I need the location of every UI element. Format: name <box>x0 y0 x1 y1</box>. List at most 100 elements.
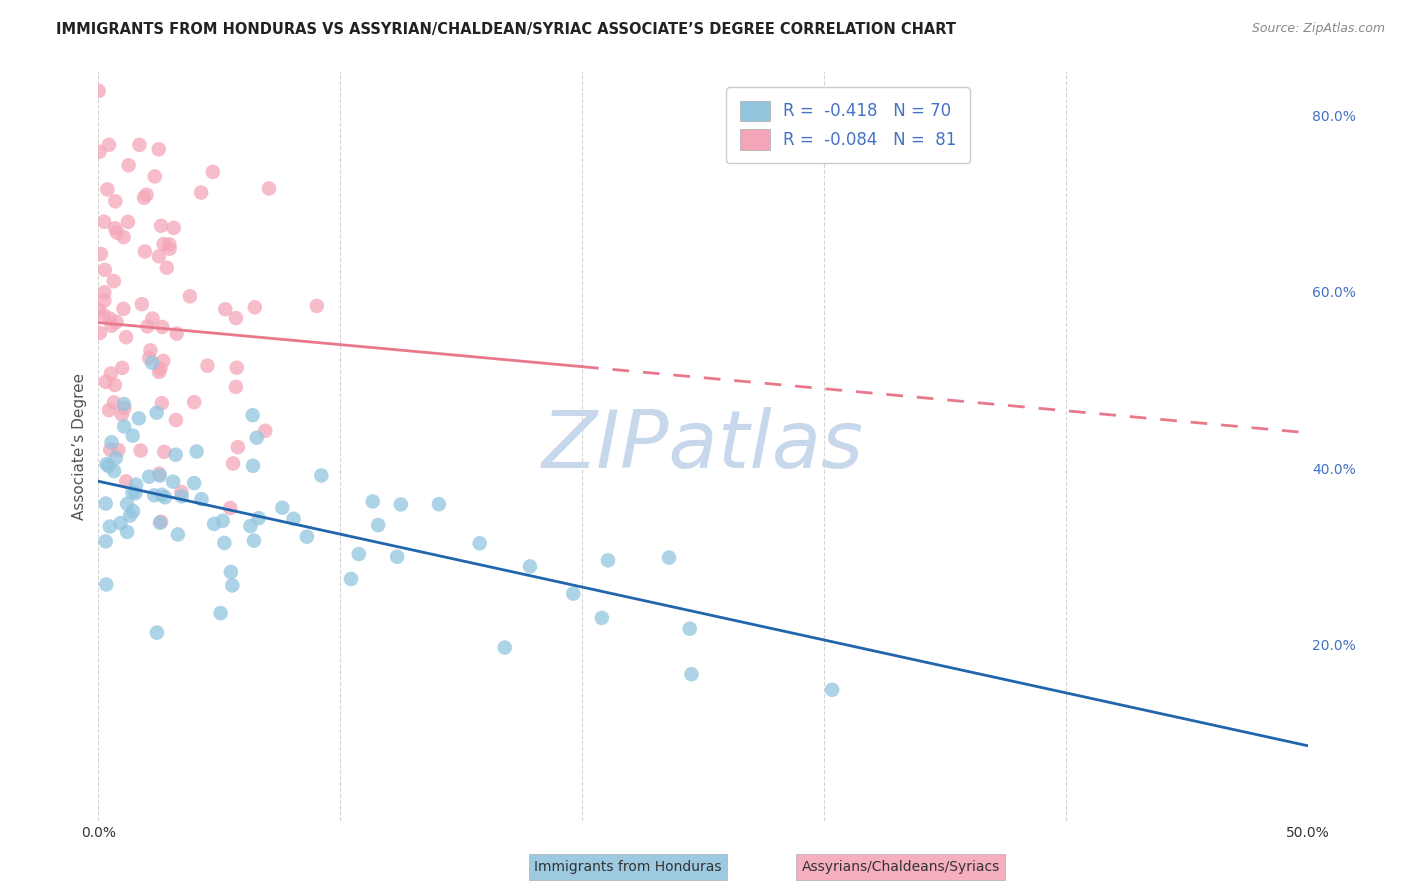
Point <box>129 443 152 458</box>
Point <box>658 550 681 565</box>
Point <box>94 263 117 277</box>
Point <box>591 611 613 625</box>
Point <box>202 516 225 531</box>
Point <box>103 464 125 478</box>
Point <box>115 330 138 344</box>
Point <box>98 519 121 533</box>
Point <box>150 515 173 529</box>
Point <box>135 187 157 202</box>
Point <box>163 220 186 235</box>
Point <box>128 411 150 425</box>
Point <box>139 343 162 358</box>
Point <box>305 299 328 313</box>
Point <box>519 559 541 574</box>
Point <box>179 289 201 303</box>
Point <box>111 408 134 422</box>
Point <box>100 435 122 450</box>
Point <box>257 181 280 195</box>
Text: Immigrants from Honduras: Immigrants from Honduras <box>534 860 721 874</box>
Point <box>112 301 135 316</box>
Point <box>105 226 128 240</box>
Point <box>153 490 176 504</box>
Point <box>115 497 138 511</box>
Point <box>94 497 117 511</box>
Point <box>134 244 156 259</box>
Point <box>219 501 242 516</box>
Point <box>190 492 212 507</box>
Point <box>243 533 266 548</box>
Point <box>190 186 212 200</box>
Point <box>138 351 160 365</box>
Point <box>197 359 219 373</box>
Point <box>225 380 247 394</box>
Point <box>271 500 294 515</box>
Point <box>122 504 145 518</box>
Point <box>89 326 111 340</box>
Point <box>311 468 333 483</box>
Point <box>170 489 193 503</box>
Point <box>141 356 163 370</box>
Point <box>361 494 384 508</box>
Point <box>143 169 166 184</box>
Point <box>596 553 619 567</box>
Point <box>131 297 153 311</box>
Point <box>93 215 115 229</box>
Point <box>186 444 208 458</box>
Point <box>93 285 115 300</box>
Point <box>87 303 110 318</box>
Point <box>90 247 112 261</box>
Point <box>104 194 127 209</box>
Point <box>165 448 187 462</box>
Point <box>157 237 180 252</box>
Point <box>132 191 155 205</box>
Point <box>148 142 170 156</box>
Point <box>150 396 173 410</box>
Text: IMMIGRANTS FROM HONDURAS VS ASSYRIAN/CHALDEAN/SYRIAC ASSOCIATE’S DEGREE CORRELAT: IMMIGRANTS FROM HONDURAS VS ASSYRIAN/CHA… <box>56 22 956 37</box>
Text: ZIPatlas: ZIPatlas <box>541 407 865 485</box>
Point <box>128 137 150 152</box>
Point <box>112 401 135 415</box>
Point <box>148 249 170 263</box>
Point <box>125 477 148 491</box>
Text: Assyrians/Chaldeans/Syriacs: Assyrians/Chaldeans/Syriacs <box>801 860 1000 874</box>
Point <box>166 326 188 341</box>
Point <box>150 488 173 502</box>
Y-axis label: Associate’s Degree: Associate’s Degree <box>72 373 87 519</box>
Point <box>103 274 125 288</box>
Point <box>162 475 184 489</box>
Point <box>222 457 245 471</box>
Point <box>104 378 127 392</box>
Point <box>110 516 132 531</box>
Point <box>120 508 142 523</box>
Point <box>146 625 169 640</box>
Point <box>295 530 318 544</box>
Point <box>112 230 135 244</box>
Point <box>98 442 121 457</box>
Point <box>242 458 264 473</box>
Legend: R =  -0.418   N = 70, R =  -0.084   N =  81: R = -0.418 N = 70, R = -0.084 N = 81 <box>727 87 970 163</box>
Point <box>103 395 125 409</box>
Point <box>115 475 138 489</box>
Point <box>283 512 305 526</box>
Point <box>165 413 187 427</box>
Point <box>138 469 160 483</box>
Point <box>214 536 236 550</box>
Point <box>201 165 224 179</box>
Point <box>170 485 193 500</box>
Point <box>152 354 174 368</box>
Point <box>94 375 117 389</box>
Point <box>93 308 115 322</box>
Point <box>149 361 172 376</box>
Point <box>94 534 117 549</box>
Point <box>226 440 249 454</box>
Point <box>385 549 408 564</box>
Point <box>225 360 247 375</box>
Point <box>427 497 450 511</box>
Point <box>679 622 702 636</box>
Point <box>145 406 167 420</box>
Point <box>104 221 127 235</box>
Point <box>136 319 159 334</box>
Point <box>98 311 121 326</box>
Point <box>98 137 121 152</box>
Point <box>254 424 277 438</box>
